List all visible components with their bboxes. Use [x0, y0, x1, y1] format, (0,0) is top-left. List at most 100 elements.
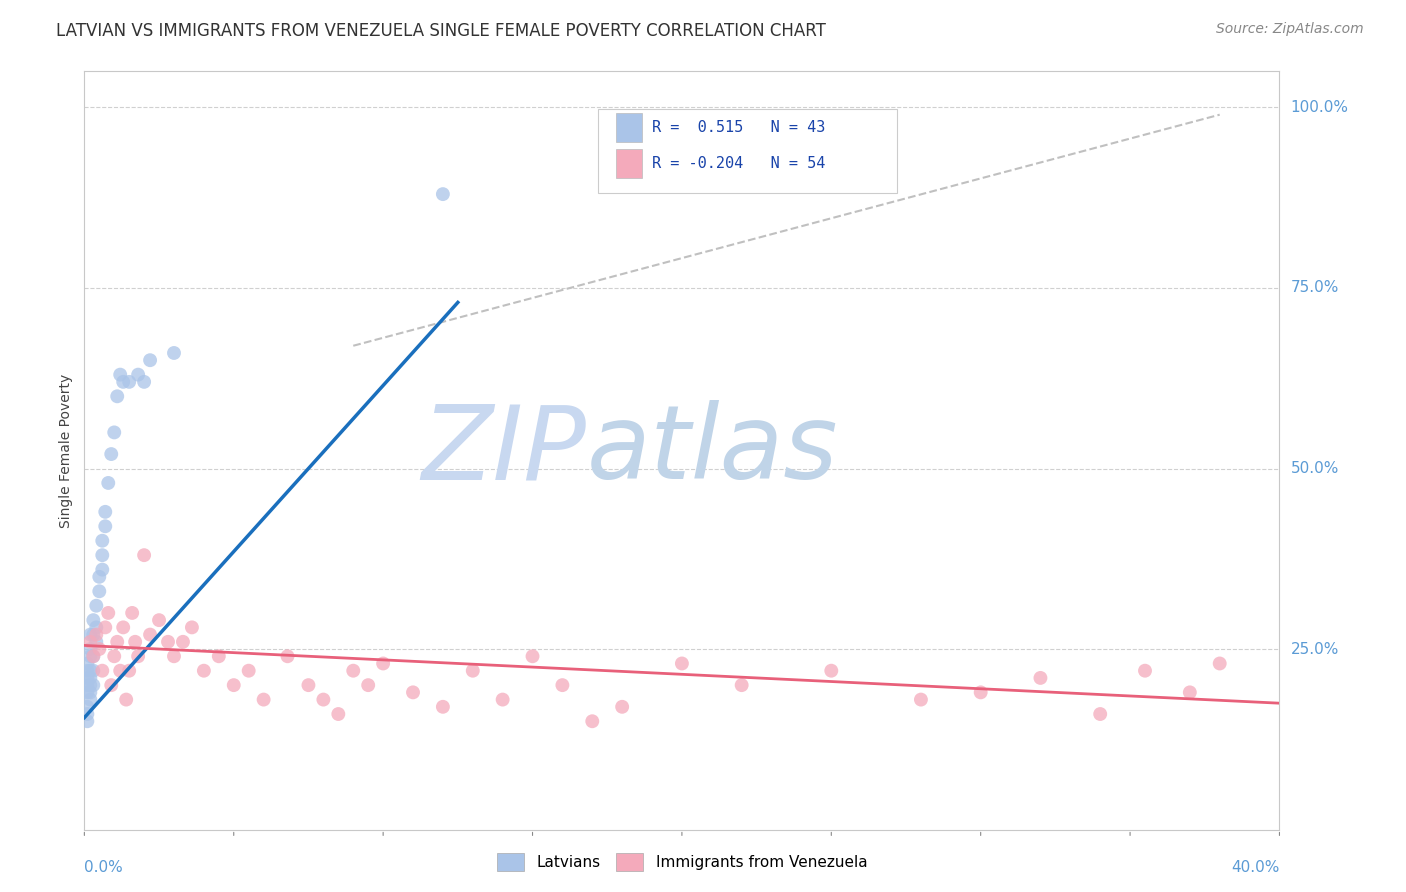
Point [731, 678, 754, 692]
Point [110, 664, 132, 678]
Text: Source: ZipAtlas.com: Source: ZipAtlas.com [1216, 22, 1364, 37]
Point [89, 584, 111, 599]
Point [97, 606, 120, 620]
Point [82, 649, 104, 664]
Point [297, 678, 319, 692]
Text: R =  0.515   N = 43: R = 0.515 N = 43 [652, 120, 825, 135]
Point [82, 664, 104, 678]
Point [432, 187, 454, 202]
Point [76, 671, 98, 685]
Text: LATVIAN VS IMMIGRANTS FROM VENEZUELA SINGLE FEMALE POVERTY CORRELATION CHART: LATVIAN VS IMMIGRANTS FROM VENEZUELA SIN… [56, 22, 827, 40]
Point [208, 649, 231, 664]
Point [91, 548, 114, 562]
Legend: Latvians, Immigrants from Venezuela: Latvians, Immigrants from Venezuela [496, 853, 868, 871]
Text: 0.0%: 0.0% [84, 860, 124, 875]
Point [79, 642, 101, 657]
Point [86, 627, 108, 641]
Text: 50.0%: 50.0% [1291, 461, 1339, 476]
Point [89, 642, 111, 657]
Point [94, 505, 117, 519]
Point [105, 635, 128, 649]
Point [139, 627, 162, 641]
Point [91, 664, 114, 678]
Point [76, 685, 98, 699]
Point [222, 678, 245, 692]
Point [79, 671, 101, 685]
Point [163, 649, 186, 664]
Y-axis label: Single Female Poverty: Single Female Poverty [59, 374, 73, 527]
Point [163, 346, 186, 360]
Point [253, 692, 276, 706]
Point [132, 548, 156, 562]
Point [551, 678, 574, 692]
Point [181, 620, 204, 634]
Point [100, 447, 122, 461]
Point [103, 649, 125, 664]
Point [970, 685, 993, 699]
Point [1029, 671, 1052, 685]
Point [820, 664, 842, 678]
Point [94, 519, 117, 533]
Point [461, 664, 484, 678]
Point [121, 606, 143, 620]
Text: 75.0%: 75.0% [1291, 280, 1339, 295]
Point [105, 389, 128, 403]
Point [103, 425, 125, 440]
Point [522, 649, 544, 664]
Text: 25.0%: 25.0% [1291, 641, 1339, 657]
Point [79, 649, 101, 664]
Text: 40.0%: 40.0% [1232, 860, 1279, 875]
Point [312, 692, 335, 706]
Text: 100.0%: 100.0% [1291, 100, 1348, 115]
Text: atlas: atlas [586, 401, 838, 500]
FancyBboxPatch shape [616, 149, 643, 178]
Point [89, 570, 111, 584]
Point [1133, 664, 1156, 678]
Point [115, 692, 138, 706]
Point [110, 368, 132, 382]
Point [127, 649, 149, 664]
Point [79, 678, 101, 692]
Point [79, 685, 101, 699]
Point [910, 692, 932, 706]
Point [118, 375, 141, 389]
Point [671, 657, 693, 671]
Point [492, 692, 515, 706]
Point [86, 620, 108, 634]
Point [79, 635, 101, 649]
Point [132, 375, 156, 389]
Point [76, 714, 98, 729]
Point [1090, 706, 1112, 721]
Point [76, 678, 98, 692]
Point [79, 627, 101, 641]
Point [328, 706, 350, 721]
Point [79, 664, 101, 678]
Point [76, 657, 98, 671]
Text: ZIP: ZIP [422, 401, 586, 500]
Point [357, 678, 380, 692]
Point [193, 664, 215, 678]
Point [82, 649, 104, 664]
Point [148, 613, 170, 627]
Point [157, 635, 180, 649]
Point [1178, 685, 1201, 699]
Point [373, 657, 395, 671]
Point [91, 533, 114, 548]
Point [118, 664, 141, 678]
Point [82, 678, 104, 692]
Point [1209, 657, 1232, 671]
Point [86, 635, 108, 649]
Point [238, 664, 260, 678]
Point [86, 599, 108, 613]
Point [76, 699, 98, 714]
Point [82, 627, 104, 641]
Point [100, 678, 122, 692]
Point [277, 649, 299, 664]
Point [402, 685, 425, 699]
Point [76, 664, 98, 678]
Point [612, 699, 634, 714]
Point [172, 635, 194, 649]
Point [342, 664, 364, 678]
Point [79, 692, 101, 706]
Text: R = -0.204   N = 54: R = -0.204 N = 54 [652, 156, 825, 171]
